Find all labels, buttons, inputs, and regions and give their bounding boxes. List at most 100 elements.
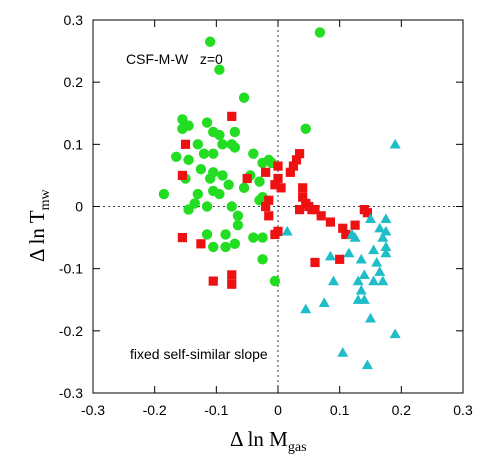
cyan-triangle-point (358, 294, 370, 304)
data-points (158, 27, 401, 370)
green-circle-point (198, 148, 210, 159)
green-circle-point (229, 238, 241, 249)
x-tick-label: 0.2 (392, 402, 412, 418)
green-circle-point (314, 27, 326, 38)
green-circle-point (214, 64, 225, 75)
y-tick-label: 0.3 (64, 12, 84, 28)
green-circle-point (171, 151, 182, 162)
cyan-triangle-point (358, 269, 370, 280)
x-tick-label: -0.3 (81, 402, 105, 418)
red-square-point (338, 223, 348, 233)
y-axis-label: Δ ln Tmw (25, 188, 53, 262)
green-circle-point (183, 154, 194, 166)
green-circle-point (223, 179, 234, 190)
green-circle-point (220, 241, 231, 253)
reference-lines (93, 20, 463, 393)
cyan-triangle-point (368, 244, 380, 255)
green-circle-point (300, 123, 311, 134)
green-circle-point (229, 126, 241, 138)
y-axis-label-main: Δ ln T (25, 210, 49, 262)
green-circle-point (269, 275, 281, 287)
x-axis-label-main: Δ ln M (230, 427, 288, 451)
green-circle-point (263, 154, 274, 166)
y-axis-label-sub: mw (38, 188, 53, 210)
annotation-slope-note: fixed self-similar slope (130, 346, 268, 362)
cyan-triangle-point (377, 232, 389, 242)
red-square-point (180, 139, 191, 149)
red-square-point (335, 254, 345, 264)
green-circle-point (158, 188, 170, 200)
red-square-point (273, 226, 283, 236)
cyan-triangle-point (377, 275, 389, 286)
green-circle-point (254, 176, 265, 187)
cyan-triangle-point (389, 328, 401, 339)
red-square-point (177, 232, 188, 243)
cyan-triangle-point (380, 241, 392, 252)
cyan-triangle-point (352, 275, 364, 286)
green-circle-point (248, 148, 259, 159)
cyan-triangle-point (380, 213, 392, 224)
cyan-triangle-point (380, 247, 392, 258)
red-square-point (270, 180, 280, 190)
cyan-triangle-point (374, 266, 386, 276)
green-circle-point (204, 36, 216, 47)
red-square-point (208, 276, 218, 286)
red-square-point (298, 183, 308, 193)
cyan-triangle-point (389, 138, 401, 149)
y-tick-label: -0.3 (59, 385, 83, 401)
cyan-triangle-point (324, 250, 336, 261)
cyan-triangle-point (300, 303, 312, 314)
y-tick-label: -0.1 (59, 261, 83, 277)
cyan-triangle-point (281, 225, 293, 236)
green-circle-point (238, 92, 250, 103)
red-square-point (316, 211, 326, 221)
red-square-point (261, 201, 271, 212)
x-tick-label: 0 (274, 402, 282, 418)
green-circle-point (217, 139, 228, 150)
red-square-point (273, 161, 283, 171)
green-circle-point (208, 148, 219, 159)
y-tick-label: -0.2 (59, 323, 83, 339)
green-circle-point (201, 117, 213, 128)
red-square-point (298, 192, 308, 202)
green-circle-point (257, 254, 268, 265)
green-circle-point (204, 173, 216, 184)
red-square-point (242, 173, 252, 184)
x-axis-label-sub: gas (288, 440, 307, 455)
x-tick-label: -0.1 (204, 402, 228, 418)
cyan-triangle-point (365, 213, 376, 224)
x-tick-label: -0.2 (143, 402, 167, 418)
cyan-triangle-point (368, 275, 380, 286)
cyan-triangle-point (365, 312, 376, 323)
cyan-triangle-point (374, 222, 386, 233)
cyan-triangle-point (355, 284, 367, 295)
green-circle-point (201, 229, 213, 240)
green-circle-point (238, 182, 250, 194)
x-axis-label: Δ ln Mgas (230, 427, 307, 455)
green-circle-point (232, 210, 244, 222)
red-square-point (264, 195, 274, 205)
y-tick-label: 0 (75, 199, 83, 215)
y-tick-label: 0.1 (64, 136, 84, 152)
axis-ticks (92, 19, 464, 394)
green-circle-point (232, 219, 244, 231)
cyan-triangle-point (349, 232, 361, 242)
red-square-point (227, 270, 237, 280)
red-square-point (294, 149, 305, 159)
cyan-triangle-point (355, 253, 367, 264)
red-square-point (307, 205, 317, 215)
red-square-point (276, 183, 286, 193)
green-circle-point (177, 123, 188, 134)
red-square-point (310, 257, 320, 268)
green-circle-point (201, 201, 213, 212)
red-square-point (227, 279, 237, 289)
green-circle-point (220, 229, 231, 240)
cyan-triangle-point (343, 247, 355, 258)
red-square-point (350, 220, 360, 230)
green-circle-point (214, 129, 225, 141)
red-square-point (264, 211, 274, 221)
x-tick-label: 0.1 (330, 402, 350, 418)
cyan-triangle-point (361, 359, 373, 370)
green-circle-point (214, 188, 225, 200)
